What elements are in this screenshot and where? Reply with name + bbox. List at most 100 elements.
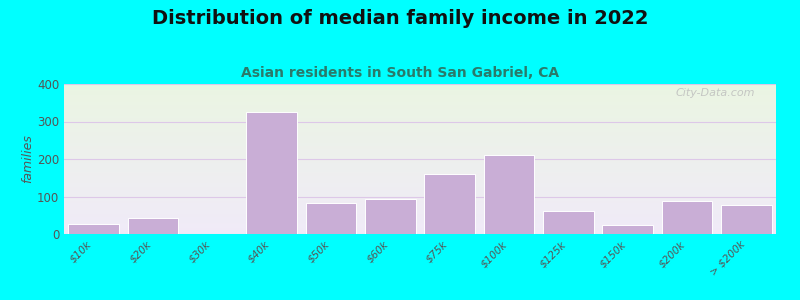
Bar xyxy=(64,207,776,208)
Bar xyxy=(64,154,776,155)
Bar xyxy=(64,148,776,149)
Bar xyxy=(484,154,534,234)
Bar xyxy=(64,124,776,125)
Bar xyxy=(64,200,776,201)
Bar xyxy=(64,206,776,207)
Bar xyxy=(64,169,776,170)
Bar xyxy=(64,194,776,195)
Bar xyxy=(64,231,776,232)
Bar xyxy=(64,218,776,219)
Bar xyxy=(64,138,776,139)
Bar xyxy=(64,169,776,170)
Bar xyxy=(64,88,776,89)
Bar xyxy=(64,199,776,200)
Bar xyxy=(64,227,776,228)
Bar xyxy=(64,95,776,96)
Bar xyxy=(64,123,776,124)
Bar xyxy=(64,195,776,196)
Bar xyxy=(64,165,776,166)
Bar xyxy=(64,155,776,156)
Bar xyxy=(64,121,776,122)
Bar xyxy=(64,156,776,157)
Bar xyxy=(64,163,776,164)
Bar xyxy=(64,120,776,121)
Bar xyxy=(64,127,776,128)
Bar xyxy=(64,160,776,161)
Bar xyxy=(64,108,776,109)
Bar xyxy=(64,171,776,172)
Bar xyxy=(64,119,776,120)
Bar xyxy=(64,85,776,86)
Bar xyxy=(64,178,776,179)
Bar xyxy=(543,211,594,234)
Bar xyxy=(64,111,776,112)
Bar xyxy=(64,139,776,140)
Bar xyxy=(64,210,776,211)
Bar xyxy=(64,183,776,184)
Text: City-Data.com: City-Data.com xyxy=(675,88,754,98)
Bar xyxy=(64,98,776,99)
Bar xyxy=(64,202,776,203)
Bar xyxy=(64,133,776,134)
Bar xyxy=(64,112,776,113)
Bar xyxy=(64,100,776,101)
Bar xyxy=(64,212,776,213)
Bar xyxy=(64,164,776,165)
Bar xyxy=(64,203,776,204)
Bar xyxy=(64,181,776,182)
Bar xyxy=(64,87,776,88)
Bar xyxy=(64,102,776,103)
Y-axis label: families: families xyxy=(21,135,34,183)
Bar xyxy=(64,161,776,162)
Bar xyxy=(64,152,776,153)
Bar xyxy=(365,199,415,234)
Bar xyxy=(64,185,776,186)
Bar xyxy=(64,198,776,199)
Bar xyxy=(64,94,776,95)
Bar xyxy=(64,179,776,180)
Bar xyxy=(64,93,776,94)
Bar xyxy=(662,201,712,234)
Bar xyxy=(64,106,776,107)
Bar xyxy=(64,159,776,160)
Text: Asian residents in South San Gabriel, CA: Asian residents in South San Gabriel, CA xyxy=(241,66,559,80)
Bar xyxy=(64,186,776,187)
Bar xyxy=(64,96,776,97)
Bar xyxy=(64,168,776,169)
Bar xyxy=(64,182,776,183)
Bar xyxy=(64,114,776,115)
Bar xyxy=(64,175,776,176)
Bar xyxy=(64,213,776,214)
Bar xyxy=(64,128,776,129)
Bar xyxy=(64,89,776,90)
Bar xyxy=(64,188,776,189)
Bar xyxy=(64,205,776,206)
Bar xyxy=(64,90,776,91)
Bar xyxy=(306,203,356,234)
Bar xyxy=(64,145,776,146)
Bar xyxy=(64,173,776,174)
Bar xyxy=(64,143,776,144)
Bar xyxy=(64,115,776,116)
Bar xyxy=(64,214,776,215)
Bar xyxy=(128,218,178,234)
Bar xyxy=(64,107,776,108)
Bar xyxy=(64,103,776,104)
Bar xyxy=(64,135,776,136)
Bar xyxy=(64,132,776,133)
Bar xyxy=(721,205,771,234)
Bar xyxy=(602,225,653,234)
Bar xyxy=(64,202,776,203)
Bar xyxy=(64,104,776,105)
Bar xyxy=(64,130,776,131)
Bar xyxy=(64,225,776,226)
Bar xyxy=(64,219,776,220)
Bar xyxy=(64,222,776,223)
Bar xyxy=(64,151,776,152)
Bar xyxy=(64,216,776,217)
Bar xyxy=(64,134,776,135)
Bar xyxy=(64,170,776,171)
Bar xyxy=(64,158,776,159)
Bar xyxy=(64,91,776,92)
Bar xyxy=(64,226,776,227)
